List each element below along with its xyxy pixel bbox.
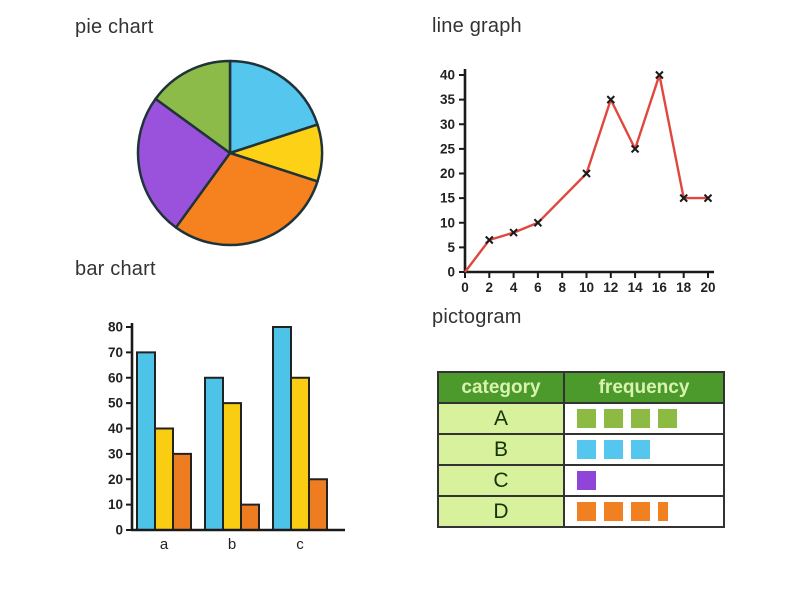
pictogram-unit-square-icon — [631, 502, 650, 521]
pictogram-header-row: category frequency — [437, 371, 725, 404]
x-tick-label: 6 — [534, 280, 542, 295]
bar-a-orange — [172, 452, 192, 531]
x-tick-label: 18 — [676, 280, 692, 295]
y-tick-label: 10 — [108, 497, 123, 512]
y-tick-label: 0 — [115, 523, 123, 538]
pictogram-unit-square-icon — [577, 409, 596, 428]
pictogram-unit-square-icon — [658, 409, 677, 428]
line-graph: 0 5 10 15 20 25 30 35 40 0 2 4 6 8 10 12 14 16 18 20 — [440, 68, 716, 296]
pictogram-header-frequency: frequency — [563, 371, 725, 404]
bar-chart: 0 10 20 30 40 50 60 70 80 a b c — [108, 320, 345, 553]
pictogram-unit-square-icon — [604, 440, 623, 459]
pictogram-row: A — [437, 402, 725, 435]
pictogram-frequency-cell — [563, 464, 725, 497]
pictogram-frequency-cell — [563, 402, 725, 435]
x-tick-label: 10 — [579, 280, 594, 295]
x-tick-label: 0 — [461, 280, 469, 295]
x-tick-label: 16 — [652, 280, 668, 295]
line-graph-axes — [463, 69, 714, 274]
pie-slice-blue — [228, 59, 319, 155]
x-tick-label: 12 — [603, 280, 618, 295]
pictogram-unit-square-icon — [577, 502, 596, 521]
category-label: a — [160, 536, 169, 553]
x-marker — [655, 70, 664, 80]
y-tick-label: 80 — [108, 320, 123, 335]
y-tick-label: 25 — [440, 141, 456, 156]
bar-a-blue — [136, 351, 156, 531]
y-tick-label: 30 — [108, 446, 123, 461]
x-marker — [630, 144, 640, 154]
category-label: c — [296, 536, 304, 553]
pictogram-unit-square-icon — [631, 440, 650, 459]
pictogram-header-category: category — [437, 371, 565, 404]
pictogram-frequency-cell — [563, 495, 725, 528]
y-tick-label: 50 — [108, 396, 123, 411]
bar-b-yellow — [222, 402, 242, 531]
bar-b-blue — [204, 376, 224, 531]
pictogram-frequency-cell — [563, 433, 725, 466]
x-tick-label: 14 — [628, 280, 644, 295]
pictogram-category-cell: B — [437, 433, 565, 466]
bar-a-yellow — [154, 427, 174, 531]
x-marker — [485, 235, 494, 245]
pictogram-category-cell: D — [437, 495, 565, 528]
x-tick-label: 8 — [558, 280, 566, 295]
y-tick-label: 15 — [440, 191, 456, 206]
y-tick-label: 30 — [440, 117, 455, 132]
pictogram-unit-square-icon — [577, 471, 596, 490]
pictogram-category-cell: C — [437, 464, 565, 497]
pie-slice-purple — [136, 97, 232, 229]
x-marker — [509, 228, 518, 237]
pictogram-title: pictogram — [432, 306, 522, 328]
y-tick-label: 70 — [108, 345, 123, 360]
x-tick-label: 2 — [486, 280, 494, 295]
pictogram-row: D — [437, 495, 725, 528]
pictogram-unit-square-icon — [604, 409, 623, 428]
bar-c-yellow — [290, 376, 310, 531]
pie-slice-green — [154, 59, 232, 155]
pictogram-unit-square-icon — [631, 409, 650, 428]
x-tick-label: 4 — [510, 280, 518, 295]
bar-b-orange — [240, 503, 260, 531]
x-marker — [533, 218, 543, 227]
bar-chart-axes — [130, 323, 345, 532]
x-marker — [606, 95, 616, 104]
line-graph-title: line graph — [432, 15, 522, 37]
y-tick-label: 60 — [108, 370, 123, 385]
y-tick-label: 40 — [440, 68, 455, 83]
category-label: b — [228, 536, 236, 553]
x-marker — [703, 193, 713, 203]
pie-chart — [136, 59, 324, 247]
pictogram-category-cell: A — [437, 402, 565, 435]
pictogram-unit-square-icon — [577, 440, 596, 459]
y-tick-label: 20 — [440, 166, 455, 181]
x-marker — [679, 193, 688, 203]
pictogram-row: C — [437, 464, 725, 497]
y-tick-label: 5 — [447, 240, 455, 255]
pictogram-unit-square-icon — [604, 502, 623, 521]
line-series — [464, 73, 708, 273]
y-tick-label: 10 — [440, 215, 455, 230]
y-tick-label: 40 — [108, 421, 123, 436]
pie-chart-title: pie chart — [75, 16, 154, 38]
pie-slice-orange — [174, 151, 319, 247]
bar-c-orange — [308, 478, 328, 531]
y-tick-label: 20 — [108, 472, 123, 487]
bar-c-blue — [272, 326, 292, 531]
x-tick-label: 20 — [700, 280, 715, 295]
y-tick-label: 35 — [440, 92, 456, 107]
bar-chart-title: bar chart — [75, 258, 156, 280]
y-tick-label: 0 — [447, 265, 455, 280]
pictogram-row: B — [437, 433, 725, 466]
pictogram-partial-square-icon — [658, 502, 668, 521]
x-marker — [582, 169, 591, 178]
